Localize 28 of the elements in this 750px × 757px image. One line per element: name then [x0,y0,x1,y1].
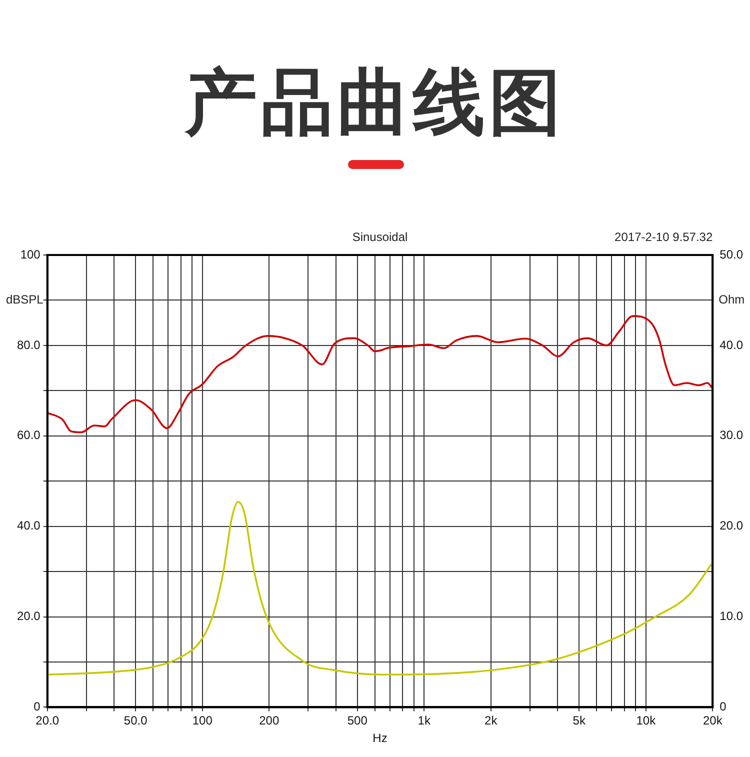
y2-tick-label: 30.0 [720,428,744,442]
x-tick-label: 100 [192,714,213,728]
x-tick-label: 2k [484,714,498,728]
y-tick-label: 100 [20,247,41,262]
y-tick-label: 80.0 [16,338,41,352]
y-axis-title: dBSPL [6,292,44,307]
x-tick-label: 5k [572,714,586,728]
x-tick-label: 200 [259,714,280,728]
x-tick-label: 1k [418,714,432,728]
x-axis-title: Hz [372,731,388,746]
y2-tick-label: 50.0 [720,247,744,262]
x-tick-label: 20.0 [36,714,60,728]
text: 2017-2-10 9.57.32 [614,230,713,244]
y2-axis-title: Ohm [718,292,745,307]
text: Sinusoidal [352,230,408,244]
y-tick-label: 0 [34,700,41,714]
x-tick-label: 50.0 [124,714,148,728]
y-tick-label: 40.0 [16,518,41,533]
y2-tick-label: 10.0 [720,609,744,624]
chart-title: 产品曲线图 [184,59,566,146]
x-tick-label: 10k [636,714,657,728]
y2-tick-label: 0 [720,700,727,714]
x-tick-label: 500 [347,714,368,728]
y-tick-label: 60.0 [16,428,41,442]
x-tick-label: 20k [702,714,724,728]
y2-tick-label: 20.0 [720,518,744,533]
y2-tick-label: 40.0 [720,338,744,352]
y-tick-label: 20.0 [16,609,41,624]
